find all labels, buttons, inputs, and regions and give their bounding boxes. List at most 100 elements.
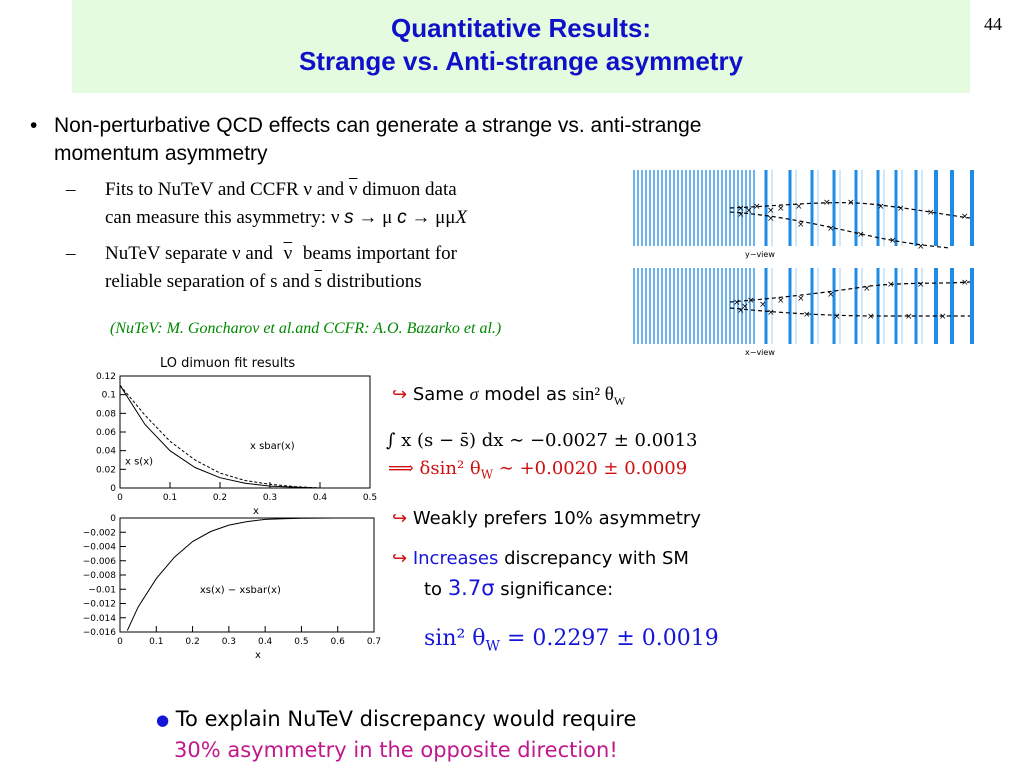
chart-strange-distributions: 0 0.1 0.2 0.3 0.4 0.5 0 0.02 0.04 0.06 0.08 0.1 0.12…	[96, 372, 377, 517]
bottom-line-1: ● To explain NuTeV discrepancy would req…	[156, 704, 636, 735]
note5-rest: discrepancy with SM	[504, 548, 689, 569]
hit-marker: ×	[737, 204, 745, 214]
note-delta-sin2: ⟹ δsin² θW ∼ +0.0020 ± 0.0009	[388, 458, 687, 482]
note-weakly-prefers: ↪ Weakly prefers 10% asymmetry	[392, 508, 701, 529]
x-view-label: x−view	[745, 348, 775, 357]
plot-frame	[119, 517, 375, 633]
sub-bullet-1: – Fits to NuTeV and CCFR ν and ν dimuon …	[66, 176, 626, 232]
y-view-track-2	[729, 211, 951, 249]
note5-increases: Increases	[412, 548, 499, 569]
c-quark-symbol: c	[397, 207, 407, 228]
sub2-line2-b: distributions	[326, 271, 422, 292]
hit-marker: ×	[917, 242, 925, 252]
hit-marker: ×	[795, 202, 803, 212]
x-axis-label: x	[253, 506, 259, 517]
hit-marker: ×	[767, 308, 775, 318]
nubar-symbol: ν	[348, 179, 358, 200]
note-increases: ↪ Increases discrepancy with SM	[392, 548, 689, 569]
hit-marker: ×	[797, 294, 805, 304]
note1-math: sin² θ	[572, 384, 614, 405]
y-tick-label: −0.006	[83, 557, 117, 567]
hit-marker: ×	[927, 208, 935, 218]
page-number: 44	[984, 14, 1002, 34]
main-bullet-line-1: Non-perturbative QCD effects can generat…	[54, 114, 702, 137]
x-symbol: X	[455, 207, 468, 228]
hit-marker: ×	[753, 202, 761, 212]
hit-marker: ×	[887, 280, 895, 290]
legend-diff-label: xs(x) − xsbar(x)	[200, 585, 281, 596]
sub-bullet-1-line-2: can measure this asymmetry: ν s → μ c → …	[105, 204, 626, 232]
y-tick-label: 0.08	[96, 409, 116, 419]
title-line-2: Strange vs. Anti-strange asymmetry	[298, 46, 744, 76]
note6-value: 3.7σ	[447, 576, 495, 600]
note3-rest: ∼ +0.0020 ± 0.0009	[493, 458, 688, 479]
x-view-detector-planes	[633, 268, 974, 344]
main-bullet: Non-perturbative QCD effects can generat…	[54, 112, 854, 168]
sub1-text-b: dimuon data	[362, 179, 457, 200]
hit-marker: ×	[877, 202, 885, 212]
detector-event-display: × × × × × × × × × × × ×× ×× ×××× y−view × ×× × × × ×× × × ×× ×…	[633, 170, 974, 357]
y-tick-label: −0.012	[83, 600, 116, 610]
note7-rest: = 0.2297 ± 0.0019	[499, 626, 719, 651]
sub-bullet-2-line-1: NuTeV separate ν and ν beams important f…	[105, 240, 626, 268]
y-tick-label: −0.008	[83, 571, 117, 581]
x-tick-label: 0.1	[149, 637, 163, 647]
hit-marker: ×	[863, 284, 871, 294]
plot-title: LO dimuon fit results	[160, 356, 296, 371]
hit-marker: ×	[961, 212, 969, 222]
note6-to: to	[424, 579, 443, 600]
sub-bullet-1-line-1: Fits to NuTeV and CCFR ν and ν dimuon da…	[105, 176, 626, 204]
note-integral: ∫ x (s − s̄) dx ∼ −0.0027 ± 0.0013	[386, 430, 698, 451]
y-view-detector-planes	[633, 170, 974, 246]
chart-strange-asymmetry: 0 0.1 0.2 0.3 0.4 0.5 0.6 0.7 0 −0.002 −0.004 −0.00…	[83, 514, 381, 661]
x-tick-label: 0	[117, 493, 123, 503]
title-line-1: Quantitative Results:	[390, 13, 652, 43]
x-tick-label: 0.4	[313, 493, 328, 503]
note-same-model: ↪ Same σ model as sin² θW	[392, 384, 625, 409]
hit-marker: ×	[745, 206, 753, 216]
note1-sub: W	[613, 393, 626, 408]
hook-arrow-icon: ↪	[392, 548, 408, 569]
hit-marker: ×	[827, 290, 835, 300]
y-view-track-1	[729, 202, 971, 219]
hit-marker: ×	[797, 220, 805, 230]
hit-marker: ×	[827, 224, 835, 234]
hit-marker: ×	[847, 198, 855, 208]
x-view-hits: × ×× × × × ×× × × ×× × × × × × ×	[733, 278, 969, 322]
hit-marker: ×	[767, 206, 775, 216]
y-view-panel: × × × × × × × × × × × ×× ×× ×××× y−view	[633, 170, 974, 259]
note4-text: Weakly prefers 10% asymmetry	[412, 508, 701, 529]
note1-text-b: model as	[484, 384, 567, 405]
bottom-line-1-text: To explain NuTeV discrepancy would requi…	[175, 707, 637, 731]
sub2-line2-a: reliable separation of s and	[105, 271, 310, 292]
y-tick-label: −0.002	[83, 528, 116, 538]
hit-marker: ×	[833, 312, 841, 322]
y-tick-label: 0	[110, 484, 116, 494]
y-tick-label: 0.02	[96, 465, 116, 475]
y-view-label: y−view	[745, 250, 775, 259]
hit-marker: ×	[741, 302, 749, 312]
reference-citation: (NuTeV: M. Goncharov et al.and CCFR: A.O…	[110, 320, 502, 337]
x-tick-label: 0.7	[367, 637, 381, 647]
bullet-dot: •	[30, 114, 38, 137]
y-tick-label: 0.06	[96, 428, 116, 438]
s-quark-symbol: s	[344, 207, 354, 228]
hook-arrow-icon: ↪	[392, 384, 408, 405]
series-line-1	[119, 385, 321, 489]
hit-marker: ×	[939, 312, 947, 322]
x-view-panel: × ×× × × × ×× × × ×× × × × × × × x−view	[633, 268, 974, 357]
y-tick-label: −0.004	[83, 543, 117, 553]
y-tick-label: 0.1	[102, 391, 116, 401]
x-tick-label: 0.2	[213, 493, 227, 503]
hit-marker: ×	[737, 210, 745, 220]
series-line-1	[126, 517, 374, 631]
bottom-bullet: ● To explain NuTeV discrepancy would req…	[156, 704, 636, 765]
sub2-text-a: NuTeV separate ν and	[105, 243, 273, 264]
hit-marker: ×	[857, 230, 865, 240]
y-tick-label: 0.12	[96, 372, 116, 382]
hit-marker: ×	[961, 278, 969, 288]
x-tick-label: 0.3	[263, 493, 277, 503]
x-tick-label: 0.5	[294, 637, 308, 647]
legend-s-label: x s(x)	[125, 457, 153, 468]
x-tick-label: 0.3	[222, 637, 236, 647]
